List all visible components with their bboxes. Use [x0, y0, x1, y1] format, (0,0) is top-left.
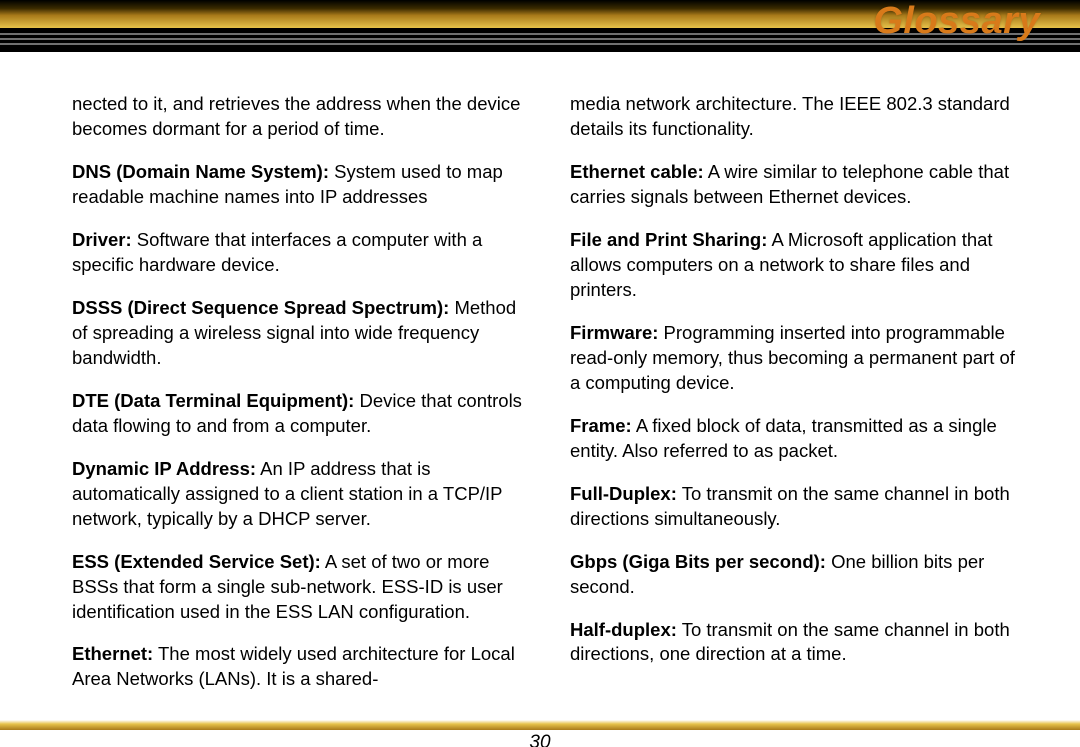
glossary-entry-gbps: Gbps (Giga Bits per second): One billion… — [570, 550, 1020, 600]
term-text: DSSS (Direct Sequence Spread Spectrum): — [72, 297, 449, 318]
glossary-fragment: nected to it, and retrieves the address … — [72, 92, 522, 142]
glossary-entry-dsss: DSSS (Direct Sequence Spread Spectrum): … — [72, 296, 522, 371]
footer-gradient — [0, 720, 1080, 730]
term-text: Frame: — [570, 415, 632, 436]
definition-text: A fixed block of data, transmitted as a … — [570, 415, 997, 461]
content-area: nected to it, and retrieves the address … — [0, 52, 1080, 720]
term-text: Dynamic IP Address: — [72, 458, 256, 479]
glossary-entry-fps: File and Print Sharing: A Microsoft appl… — [570, 228, 1020, 303]
left-column: nected to it, and retrieves the address … — [72, 92, 522, 710]
term-text: Gbps (Giga Bits per second): — [570, 551, 826, 572]
term-text: Driver: — [72, 229, 132, 250]
term-text: DNS (Domain Name System): — [72, 161, 329, 182]
glossary-entry-ethcable: Ethernet cable: A wire similar to teleph… — [570, 160, 1020, 210]
glossary-entry-dynip: Dynamic IP Address: An IP address that i… — [72, 457, 522, 532]
term-text: Full-Duplex: — [570, 483, 677, 504]
page-title: Glossary — [873, 0, 1040, 42]
header-divider — [0, 50, 1080, 52]
glossary-entry-ess: ESS (Extended Service Set): A set of two… — [72, 550, 522, 625]
glossary-entry-firmware: Firmware: Programming inserted into prog… — [570, 321, 1020, 396]
term-text: Ethernet cable: — [570, 161, 704, 182]
glossary-entry-dns: DNS (Domain Name System): System used to… — [72, 160, 522, 210]
glossary-entry-fullduplex: Full-Duplex: To transmit on the same cha… — [570, 482, 1020, 532]
glossary-entry-halfduplex: Half-duplex: To transmit on the same cha… — [570, 618, 1020, 668]
glossary-entry-frame: Frame: A fixed block of data, transmitte… — [570, 414, 1020, 464]
right-column: media network architecture. The IEEE 802… — [570, 92, 1020, 710]
term-text: Ethernet: — [72, 643, 153, 664]
term-text: DTE (Data Terminal Equipment): — [72, 390, 354, 411]
definition-text: media network architecture. The IEEE 802… — [570, 93, 1010, 139]
glossary-entry-dte: DTE (Data Terminal Equipment): Device th… — [72, 389, 522, 439]
header-band: Glossary — [0, 0, 1080, 52]
term-text: File and Print Sharing: — [570, 229, 767, 250]
stripe — [0, 43, 1080, 45]
term-text: ESS (Extended Service Set): — [72, 551, 321, 572]
glossary-fragment: media network architecture. The IEEE 802… — [570, 92, 1020, 142]
glossary-entry-ethernet: Ethernet: The most widely used architect… — [72, 642, 522, 692]
term-text: Half-duplex: — [570, 619, 677, 640]
glossary-entry-driver: Driver: Software that interfaces a compu… — [72, 228, 522, 278]
page-number: 30 — [0, 730, 1080, 747]
term-text: Firmware: — [570, 322, 658, 343]
footer-area: 30 — [0, 720, 1080, 747]
definition-text: nected to it, and retrieves the address … — [72, 93, 520, 139]
page-container: Glossary nected to it, and retrieves the… — [0, 0, 1080, 747]
definition-text: Software that interfaces a computer with… — [72, 229, 482, 275]
